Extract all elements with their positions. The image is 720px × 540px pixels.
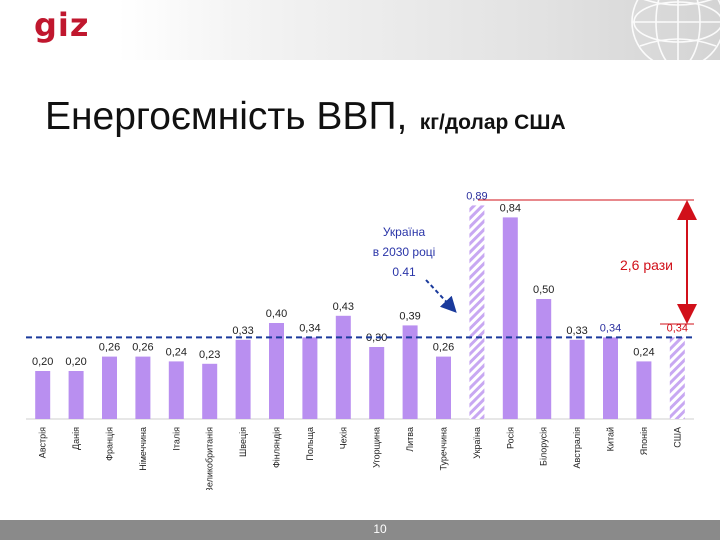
value-label-14: 0,89 (466, 190, 487, 202)
annotation-ukraine-line1: Україна (383, 225, 426, 239)
category-label-18: Китай (606, 427, 616, 451)
annotation-arrow (425, 279, 457, 313)
bar-16 (536, 299, 552, 419)
value-label-18: 0,34 (600, 322, 621, 334)
category-label-6: Великобританія (205, 427, 215, 490)
title-text: Енергоємність ВВП, (45, 95, 408, 138)
category-label-4: Німеччина (138, 427, 148, 471)
value-label-5: 0,24 (166, 346, 187, 358)
category-label-13: Туреччина (439, 427, 449, 470)
header-band (118, 0, 720, 60)
bar-14 (469, 205, 485, 419)
annotations-group: Україна в 2030 році 0.41 2,6 рази (373, 199, 697, 325)
category-label-1: Австрія (38, 427, 48, 458)
bar-1 (35, 371, 51, 419)
bar-4 (135, 356, 151, 419)
category-label-5: Італія (171, 427, 181, 451)
bar-11 (369, 347, 385, 419)
bar-17 (569, 339, 585, 419)
category-label-14: Україна (472, 427, 482, 459)
top-bar: giz (0, 0, 720, 69)
bar-19 (636, 361, 652, 419)
value-label-13: 0,26 (433, 342, 454, 354)
category-label-16: Білорусія (539, 427, 549, 466)
value-label-2: 0,20 (65, 356, 86, 368)
bar-8 (269, 323, 284, 419)
value-label-4: 0,26 (132, 342, 153, 354)
footer-bar: 10 (0, 520, 720, 540)
bar-5 (168, 361, 184, 419)
bar-6 (202, 363, 218, 419)
value-label-19: 0,24 (633, 346, 654, 358)
category-label-2: Данія (71, 427, 81, 450)
value-label-12: 0,39 (399, 310, 420, 322)
annotation-ukraine-line2: в 2030 році (373, 245, 436, 259)
value-label-7: 0,33 (232, 325, 253, 337)
category-label-19: Японія (639, 427, 649, 455)
bar-7 (235, 339, 251, 419)
value-label-10: 0,43 (333, 301, 354, 313)
category-label-17: Австралія (572, 427, 582, 469)
bar-15 (502, 217, 518, 419)
globe-icon (631, 0, 720, 69)
value-label-15: 0,84 (500, 202, 521, 214)
value-label-16: 0,50 (533, 284, 554, 296)
giz-logo: giz (34, 6, 90, 44)
value-label-9: 0,34 (299, 322, 320, 334)
annotation-ratio: 2,6 рази (620, 257, 673, 273)
category-label-10: Чехія (338, 427, 348, 449)
value-label-3: 0,26 (99, 342, 120, 354)
bar-3 (102, 356, 117, 419)
category-label-7: Швеція (238, 427, 248, 457)
value-label-17: 0,33 (566, 325, 587, 337)
category-label-8: Фінляндія (272, 427, 282, 468)
value-labels-group: 0,20 0,20 0,26 0,26 0,24 0,23 0,33 0,40 0,34 0,43… (32, 190, 688, 368)
annotation-ukraine-line3: 0.41 (392, 265, 416, 279)
category-label-12: Литва (405, 427, 415, 452)
bar-12 (402, 325, 418, 419)
bar-10 (335, 315, 351, 419)
category-label-15: Росія (505, 427, 515, 449)
page-number: 10 (373, 522, 387, 536)
bar-9 (302, 337, 318, 419)
category-label-3: Франція (105, 427, 115, 461)
category-labels-group: Австрія Данія Франція Німеччина Італія Велико… (38, 427, 683, 490)
bar-13 (436, 356, 451, 419)
category-label-9: Польща (305, 427, 315, 461)
category-label-11: Угорщина (372, 427, 382, 468)
bar-20 (669, 337, 685, 419)
value-label-8: 0,40 (266, 308, 287, 320)
value-label-1: 0,20 (32, 356, 53, 368)
bar-18 (603, 337, 618, 419)
bar-chart: 0,20 0,20 0,26 0,26 0,24 0,23 0,33 0,40 0,34 0,43… (26, 190, 697, 490)
value-label-6: 0,23 (199, 349, 220, 361)
bar-2 (68, 371, 84, 419)
title-unit: кг/долар США (419, 111, 566, 134)
category-label-20: США (672, 427, 682, 448)
slide-title: Енергоємність ВВП, кг/долар США (45, 95, 566, 139)
value-label-20: 0,34 (667, 322, 688, 334)
bars-group (35, 205, 685, 419)
